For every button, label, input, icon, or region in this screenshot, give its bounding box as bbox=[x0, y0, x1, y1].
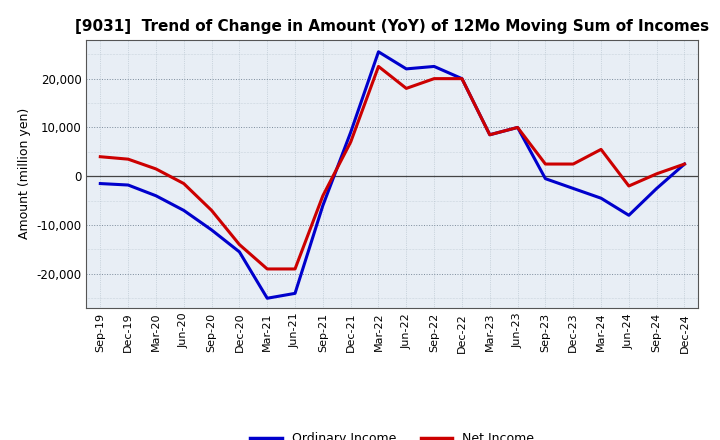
Ordinary Income bbox=[96, 181, 104, 186]
Net Income bbox=[263, 266, 271, 271]
Net Income bbox=[430, 76, 438, 81]
Ordinary Income bbox=[652, 186, 661, 191]
Net Income bbox=[541, 161, 550, 167]
Net Income bbox=[624, 183, 633, 189]
Ordinary Income bbox=[597, 195, 606, 201]
Line: Net Income: Net Income bbox=[100, 66, 685, 269]
Net Income bbox=[124, 157, 132, 162]
Ordinary Income bbox=[458, 76, 467, 81]
Ordinary Income bbox=[513, 125, 522, 130]
Ordinary Income bbox=[624, 213, 633, 218]
Ordinary Income bbox=[152, 193, 161, 198]
Ordinary Income bbox=[485, 132, 494, 137]
Title: [9031]  Trend of Change in Amount (YoY) of 12Mo Moving Sum of Incomes: [9031] Trend of Change in Amount (YoY) o… bbox=[76, 19, 709, 34]
Net Income bbox=[569, 161, 577, 167]
Ordinary Income bbox=[207, 227, 216, 233]
Ordinary Income bbox=[541, 176, 550, 181]
Net Income bbox=[207, 208, 216, 213]
Net Income bbox=[485, 132, 494, 137]
Y-axis label: Amount (million yen): Amount (million yen) bbox=[18, 108, 31, 239]
Net Income bbox=[652, 171, 661, 176]
Ordinary Income bbox=[291, 291, 300, 296]
Ordinary Income bbox=[263, 296, 271, 301]
Net Income bbox=[597, 147, 606, 152]
Net Income bbox=[235, 242, 243, 247]
Net Income bbox=[318, 193, 327, 198]
Ordinary Income bbox=[680, 161, 689, 167]
Ordinary Income bbox=[124, 183, 132, 188]
Net Income bbox=[96, 154, 104, 159]
Ordinary Income bbox=[569, 186, 577, 191]
Net Income bbox=[513, 125, 522, 130]
Ordinary Income bbox=[430, 64, 438, 69]
Net Income bbox=[152, 166, 161, 172]
Net Income bbox=[374, 64, 383, 69]
Ordinary Income bbox=[374, 49, 383, 55]
Net Income bbox=[402, 86, 410, 91]
Net Income bbox=[179, 181, 188, 186]
Net Income bbox=[291, 266, 300, 271]
Ordinary Income bbox=[235, 249, 243, 254]
Legend: Ordinary Income, Net Income: Ordinary Income, Net Income bbox=[246, 427, 539, 440]
Net Income bbox=[346, 139, 355, 145]
Ordinary Income bbox=[402, 66, 410, 72]
Net Income bbox=[458, 76, 467, 81]
Ordinary Income bbox=[179, 208, 188, 213]
Line: Ordinary Income: Ordinary Income bbox=[100, 52, 685, 298]
Ordinary Income bbox=[318, 203, 327, 208]
Net Income bbox=[680, 161, 689, 167]
Ordinary Income bbox=[346, 130, 355, 135]
